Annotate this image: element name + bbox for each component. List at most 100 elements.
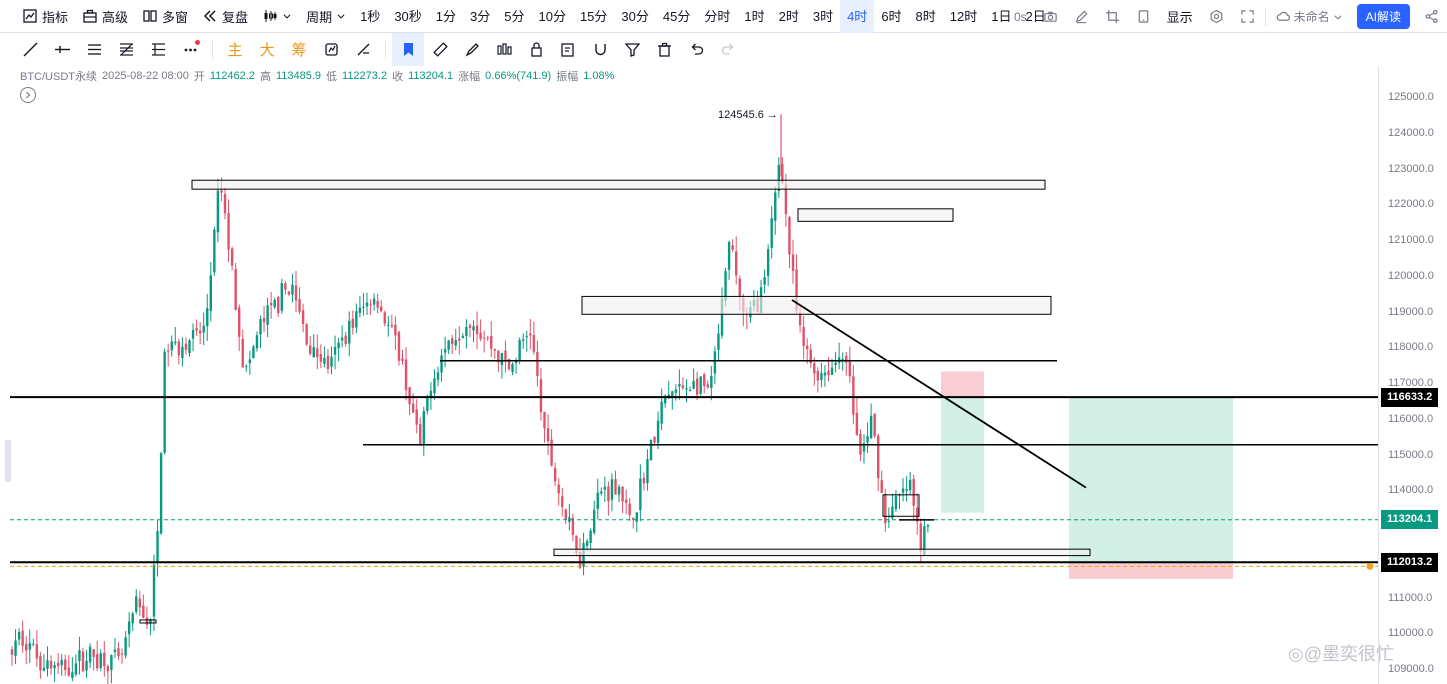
layout-dropdown[interactable]: 未命名 [1268,0,1351,33]
interval-option[interactable]: 15分 [579,8,608,24]
interval-option[interactable]: 30秒 [394,8,422,24]
candle-body [252,346,255,359]
interval-option[interactable]: 6时 [881,8,902,24]
camera-button[interactable] [1035,0,1066,33]
open-label: 开 [193,71,205,83]
interval-option[interactable]: 2日 [1025,8,1046,24]
interval-option[interactable]: 1秒 [360,8,381,24]
bookmark-icon [403,43,413,56]
replay-button[interactable]: 复盘 [195,0,255,33]
candlestick-chart[interactable]: 124545.6 → [10,66,1378,684]
settings-button[interactable] [1201,0,1232,33]
candle-body [610,479,614,500]
fibonacci-icon [119,43,133,56]
candle-body [454,340,457,346]
interval-option[interactable]: 1日 [991,8,1012,24]
filter-tool[interactable] [616,33,648,66]
tablet-button[interactable] [1128,0,1159,33]
stop-loss-zone [1069,562,1233,579]
magnet-tool[interactable] [584,33,616,66]
compare-tool[interactable] [315,33,347,66]
redo-button[interactable] [712,33,744,66]
candle-body [298,299,301,312]
multi-window-button[interactable]: 多窗 [135,0,195,33]
indicator-text-tool[interactable]: 大 [259,42,275,59]
interval-option[interactable]: 5分 [504,8,525,24]
candle-body [529,333,532,336]
candle-body [316,348,319,358]
chart-area[interactable]: 124545.6 → [10,66,1378,684]
lock-tool[interactable] [520,33,552,66]
ai-interpret-button[interactable]: AI解读 [1356,4,1410,29]
price-tick-label: 122000.0 [1388,198,1434,211]
interval-option[interactable]: 12时 [949,8,978,24]
crop-button[interactable] [1097,0,1128,33]
candle-body [809,349,812,364]
period-dropdown[interactable]: 周期 [299,0,353,33]
pencil-icon [1075,10,1088,24]
hide-drawings-tool[interactable] [347,33,379,66]
fullscreen-button[interactable] [1232,0,1263,33]
chevron-right-icon [26,91,31,99]
high-value: 113485.9 [275,70,322,82]
display-button[interactable]: 显示 [1159,0,1201,33]
cloud-icon [1276,11,1290,21]
countdown-timer: 0s [1013,9,1027,24]
undo-button[interactable] [680,33,712,66]
candle-body [220,190,223,193]
parallel-channel-tool[interactable] [78,33,110,66]
legend-expand-button[interactable] [20,87,36,103]
pitchfork-tool[interactable] [142,33,174,66]
candle-body [351,318,354,328]
indicator-text-tool[interactable]: 筹 [291,42,307,59]
top-toolbar: 指标 高级 多窗 复盘 周期 1秒 30秒 1分 3分 5分 10分 15分 30分 45分 分时… [0,0,1447,33]
indicators-button[interactable]: 指标 [0,0,75,33]
bookmark-tool[interactable] [392,33,424,66]
horizontal-ray-tool[interactable] [46,33,78,66]
brush-tool[interactable] [456,33,488,66]
interval-option[interactable]: 1时 [744,8,765,24]
change-value: 0.66%(741.9) [485,70,552,82]
interval-option[interactable]: 4时 [840,0,875,33]
interval-option[interactable]: 1分 [435,8,457,24]
fib-tool[interactable] [110,33,142,66]
candle-body [376,300,379,308]
share-button[interactable] [1416,0,1447,33]
interval-option[interactable]: 3时 [812,8,834,24]
ruler-tool[interactable] [424,33,456,66]
candle-body [362,306,365,308]
crop-icon [1105,9,1119,24]
interval-option[interactable]: 2时 [778,8,799,24]
interval-option[interactable]: 45分 [662,8,691,24]
more-tools-button[interactable] [174,33,206,66]
chart-type-button[interactable] [255,0,299,33]
edit-button[interactable] [1066,0,1097,33]
amplitude-value: 1.08% [583,70,615,82]
bar-pattern-icon [496,43,512,55]
candle-body [603,486,607,490]
symbol-name: BTC/USDT永续 [20,71,97,83]
indicator-text-tool[interactable]: 主 [227,42,243,59]
trend-line-tool[interactable] [14,33,46,66]
candle-body [585,540,589,546]
interval-option[interactable]: 10分 [538,8,566,24]
delete-tool[interactable] [648,33,680,66]
sidebar-collapse-handle[interactable] [5,440,11,482]
pattern-tool[interactable] [488,33,520,66]
candle-body [81,651,85,672]
zone-rectangle [191,179,1046,190]
advanced-button[interactable]: 高级 [75,0,135,33]
more-dots-icon [184,48,196,52]
note-tool[interactable] [552,33,584,66]
candle-body [877,435,880,478]
price-axis[interactable]: 125000.0 124000.0 123000.0 122000.0 121000.0… [1378,66,1447,684]
interval-option[interactable]: 30分 [621,8,649,24]
interval-option[interactable]: 8时 [915,8,936,24]
interval-option[interactable]: 3分 [470,8,491,24]
interval-option[interactable]: 分时 [704,8,731,24]
camera-icon [1043,11,1057,22]
price-tick-label: 111000.0 [1388,591,1433,604]
candle-body [170,341,173,351]
candle-body [869,415,873,439]
